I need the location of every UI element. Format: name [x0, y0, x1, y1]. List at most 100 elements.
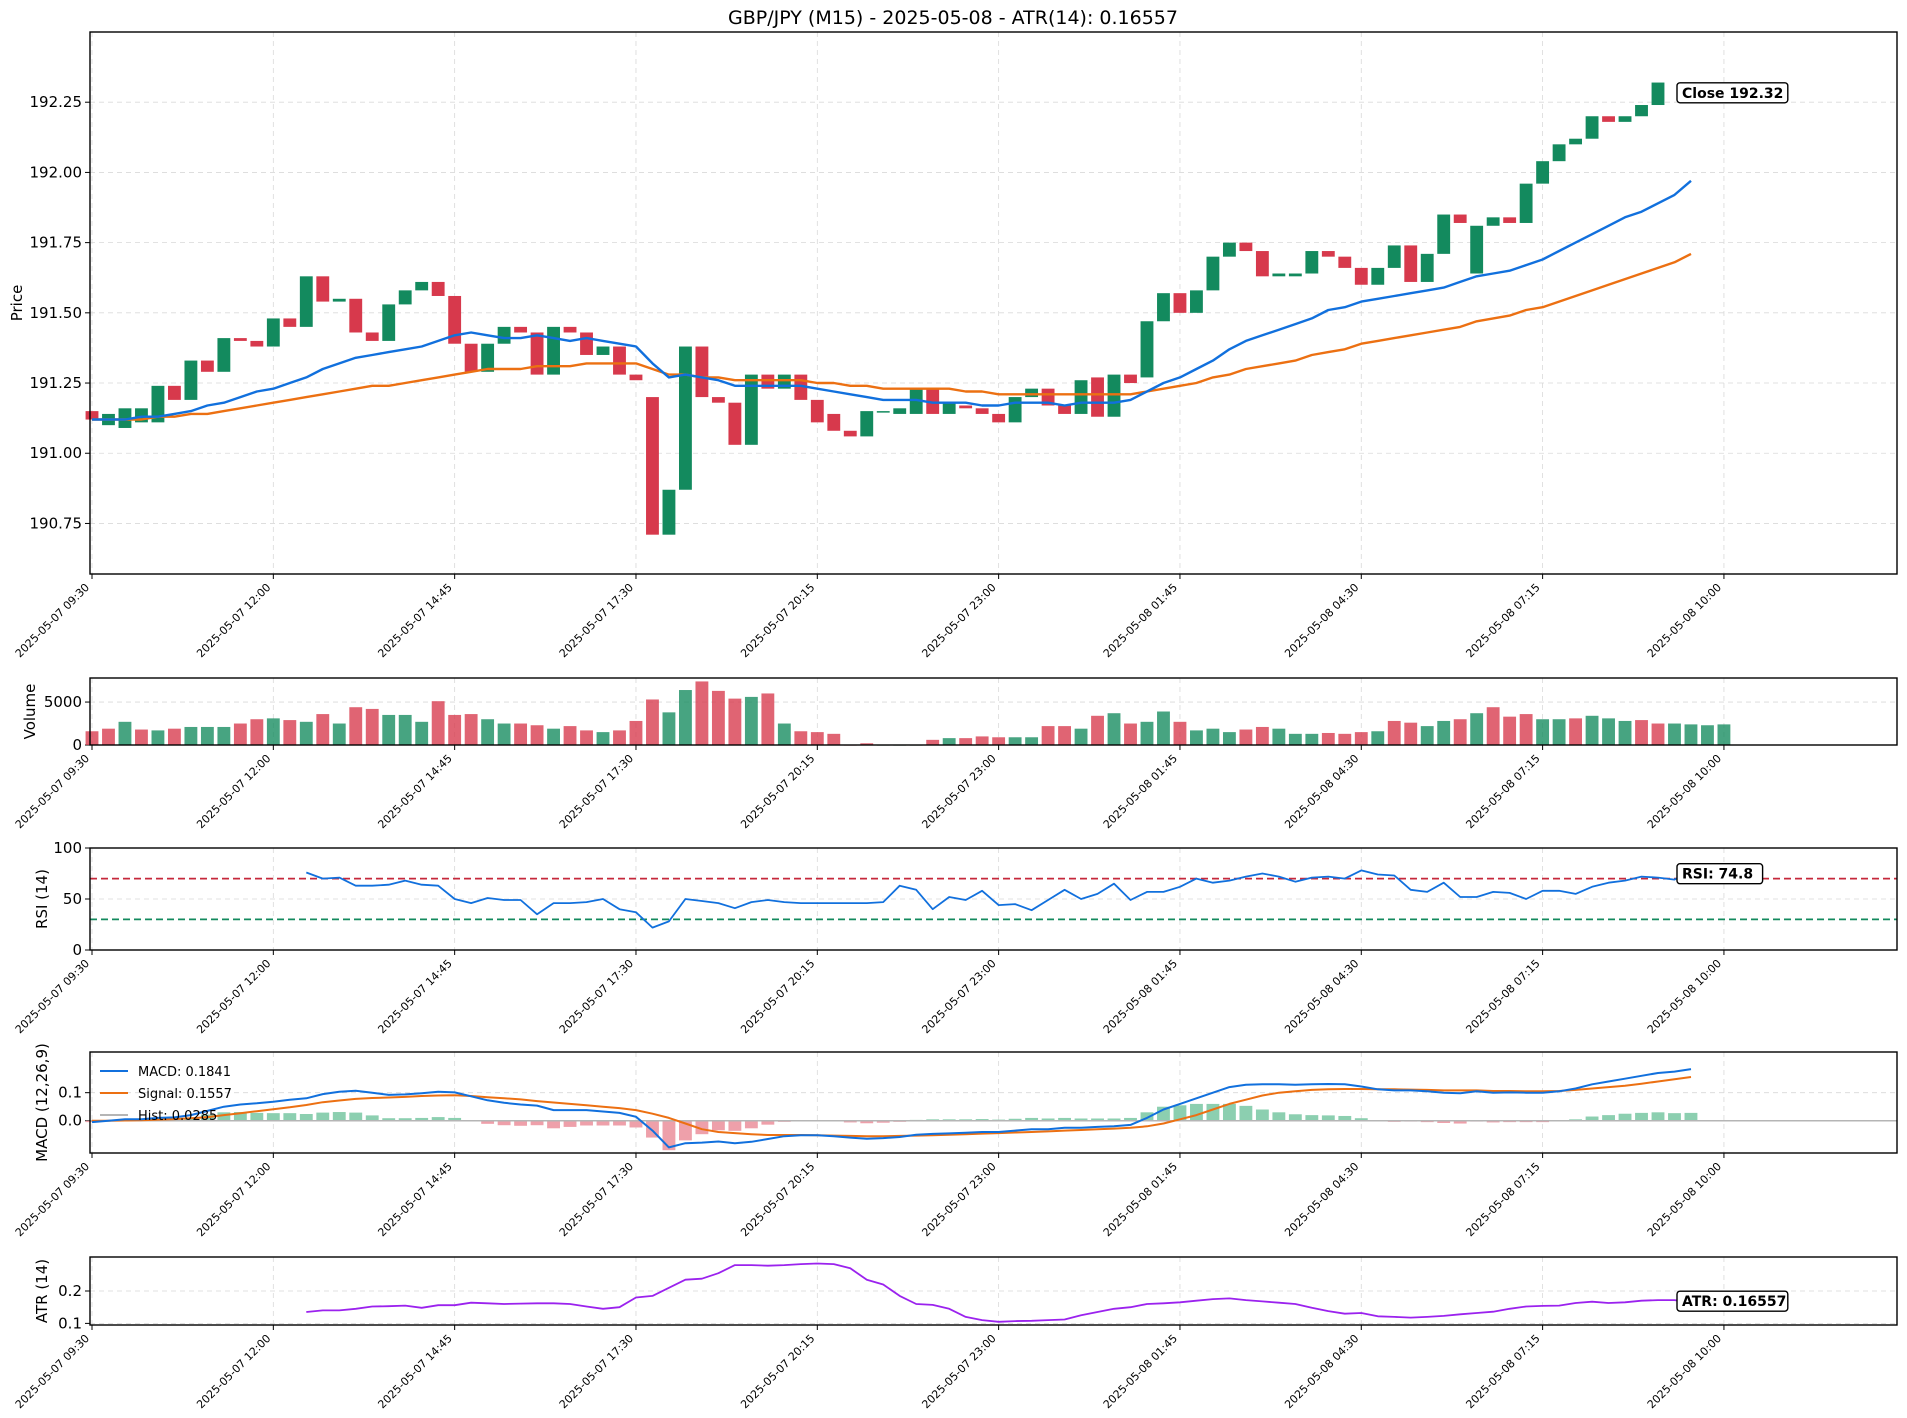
volume-bar — [1354, 732, 1368, 745]
macd-panel-frame — [89, 1051, 1898, 1154]
volume-bar — [959, 738, 973, 745]
rsi-label-box — [1676, 863, 1764, 885]
candle-up — [398, 290, 412, 305]
volume-bar — [250, 719, 264, 745]
macd-hist-bar — [365, 1115, 379, 1121]
volume-bar — [596, 732, 610, 745]
macd-ytick-label: 0.0 — [58, 1112, 82, 1130]
volume-bar — [1717, 724, 1731, 745]
macd-xtick-label: 2025-05-07 20:15 — [738, 1160, 817, 1239]
volume-bar — [1157, 711, 1170, 745]
price-xtick-label: 2025-05-08 07:15 — [1463, 581, 1542, 660]
price-xtick-label: 2025-05-08 10:00 — [1645, 581, 1724, 660]
macd-hist-bar — [1288, 1114, 1302, 1121]
rsi-xtick-label: 2025-05-08 07:15 — [1463, 957, 1542, 1036]
rsi-xtick-label: 2025-05-07 17:30 — [557, 957, 636, 1036]
macd-ytick-label: 0.1 — [58, 1084, 82, 1102]
candle-down — [728, 402, 742, 445]
macd-hist-bar — [1684, 1112, 1698, 1121]
atr-label: ATR: 0.16557 — [1682, 1294, 1786, 1310]
macd-line — [91, 1068, 1692, 1149]
rsi-xtick-label: 2025-05-07 14:45 — [375, 957, 454, 1036]
macd-hist-bar — [728, 1120, 742, 1131]
price-xtick-label: 2025-05-07 12:00 — [194, 581, 273, 660]
candle-up — [1140, 321, 1154, 378]
volume-bar — [711, 690, 725, 745]
volume-bar — [1008, 737, 1022, 745]
macd-hist-bar — [1305, 1115, 1319, 1121]
rsi-xtick-label: 2025-05-08 10:00 — [1645, 957, 1724, 1036]
candle-up — [1025, 388, 1039, 398]
candle-up — [1272, 273, 1286, 277]
volume-xtick-label: 2025-05-08 10:00 — [1645, 752, 1724, 831]
candle-up — [1536, 161, 1550, 184]
atr-xtick-label: 2025-05-07 14:45 — [375, 1332, 454, 1411]
macd-hist-bar — [1206, 1103, 1220, 1121]
volume-panel-frame — [89, 677, 1898, 746]
rsi-line — [305, 869, 1724, 929]
macd-hist-bar — [481, 1120, 495, 1124]
candle-up — [184, 360, 198, 400]
volume-xtick-label: 2025-05-07 17:30 — [557, 752, 636, 831]
volume-bar — [942, 738, 956, 745]
macd-hist-bar — [1222, 1103, 1236, 1121]
macd-hist-bar — [1651, 1112, 1665, 1121]
macd-hist-bar — [398, 1118, 412, 1121]
volume-bar — [316, 714, 330, 745]
atr-label-box — [1676, 1290, 1789, 1312]
volume-bar — [1420, 726, 1434, 745]
rsi-label: RSI: 74.8 — [1682, 867, 1753, 883]
candle-down — [200, 360, 214, 372]
atr-xtick-label: 2025-05-07 12:00 — [194, 1332, 273, 1411]
volume-xtick-label: 2025-05-07 12:00 — [194, 752, 273, 831]
macd-hist-bar — [1272, 1112, 1286, 1121]
macd-hist-bar — [1486, 1120, 1500, 1123]
volume-bar — [266, 718, 280, 745]
candle-down — [843, 430, 857, 437]
candle-up — [1519, 183, 1533, 223]
candle-down — [316, 276, 330, 302]
ema-fast-line — [92, 179, 1692, 421]
price-ytick-label: 192.00 — [30, 163, 83, 181]
price-ytick-label: 191.50 — [30, 304, 83, 322]
volume-bar — [744, 696, 758, 745]
macd-xtick-label: 2025-05-08 10:00 — [1645, 1160, 1724, 1239]
macd-hist-bar — [233, 1112, 247, 1121]
rsi-xtick-label: 2025-05-07 12:00 — [194, 957, 273, 1036]
candle-up — [1074, 380, 1088, 414]
rsi-ytick-label: 100 — [53, 839, 82, 857]
volume-bar — [679, 690, 692, 745]
volume-bar — [1025, 737, 1039, 745]
candle-up — [1157, 293, 1170, 322]
candle-up — [1420, 253, 1434, 282]
volume-bar — [860, 743, 874, 745]
macd-hist-bar — [1074, 1118, 1088, 1121]
atr-xtick-label: 2025-05-07 09:30 — [13, 1332, 92, 1411]
candle-down — [711, 397, 725, 403]
candle-down — [1173, 293, 1187, 313]
volume-bar — [1124, 723, 1137, 745]
volume-bar — [613, 730, 626, 745]
volume-bar — [1635, 720, 1648, 745]
volume-bar — [1503, 716, 1517, 745]
volume-bar — [332, 723, 346, 745]
candle-down — [926, 388, 940, 414]
macd-hist-bar — [1140, 1112, 1154, 1121]
volume-bar — [1190, 730, 1203, 745]
macd-hist-bar — [316, 1112, 330, 1121]
volume-bar — [926, 739, 940, 745]
candle-up — [1190, 290, 1203, 313]
macd-hist-bar — [1173, 1105, 1187, 1121]
candle-down — [1354, 267, 1368, 285]
candle-up — [497, 326, 511, 344]
volume-bar — [1618, 720, 1632, 745]
candle-down — [1453, 214, 1467, 223]
volume-bar — [151, 730, 165, 745]
volume-ylabel: Volume — [21, 684, 39, 740]
candle-down — [365, 332, 379, 341]
candle-up — [1651, 82, 1665, 106]
candle-up — [860, 411, 874, 437]
candle-up — [1569, 138, 1583, 145]
volume-bar — [200, 726, 214, 745]
macd-hist-bar — [1190, 1103, 1203, 1121]
